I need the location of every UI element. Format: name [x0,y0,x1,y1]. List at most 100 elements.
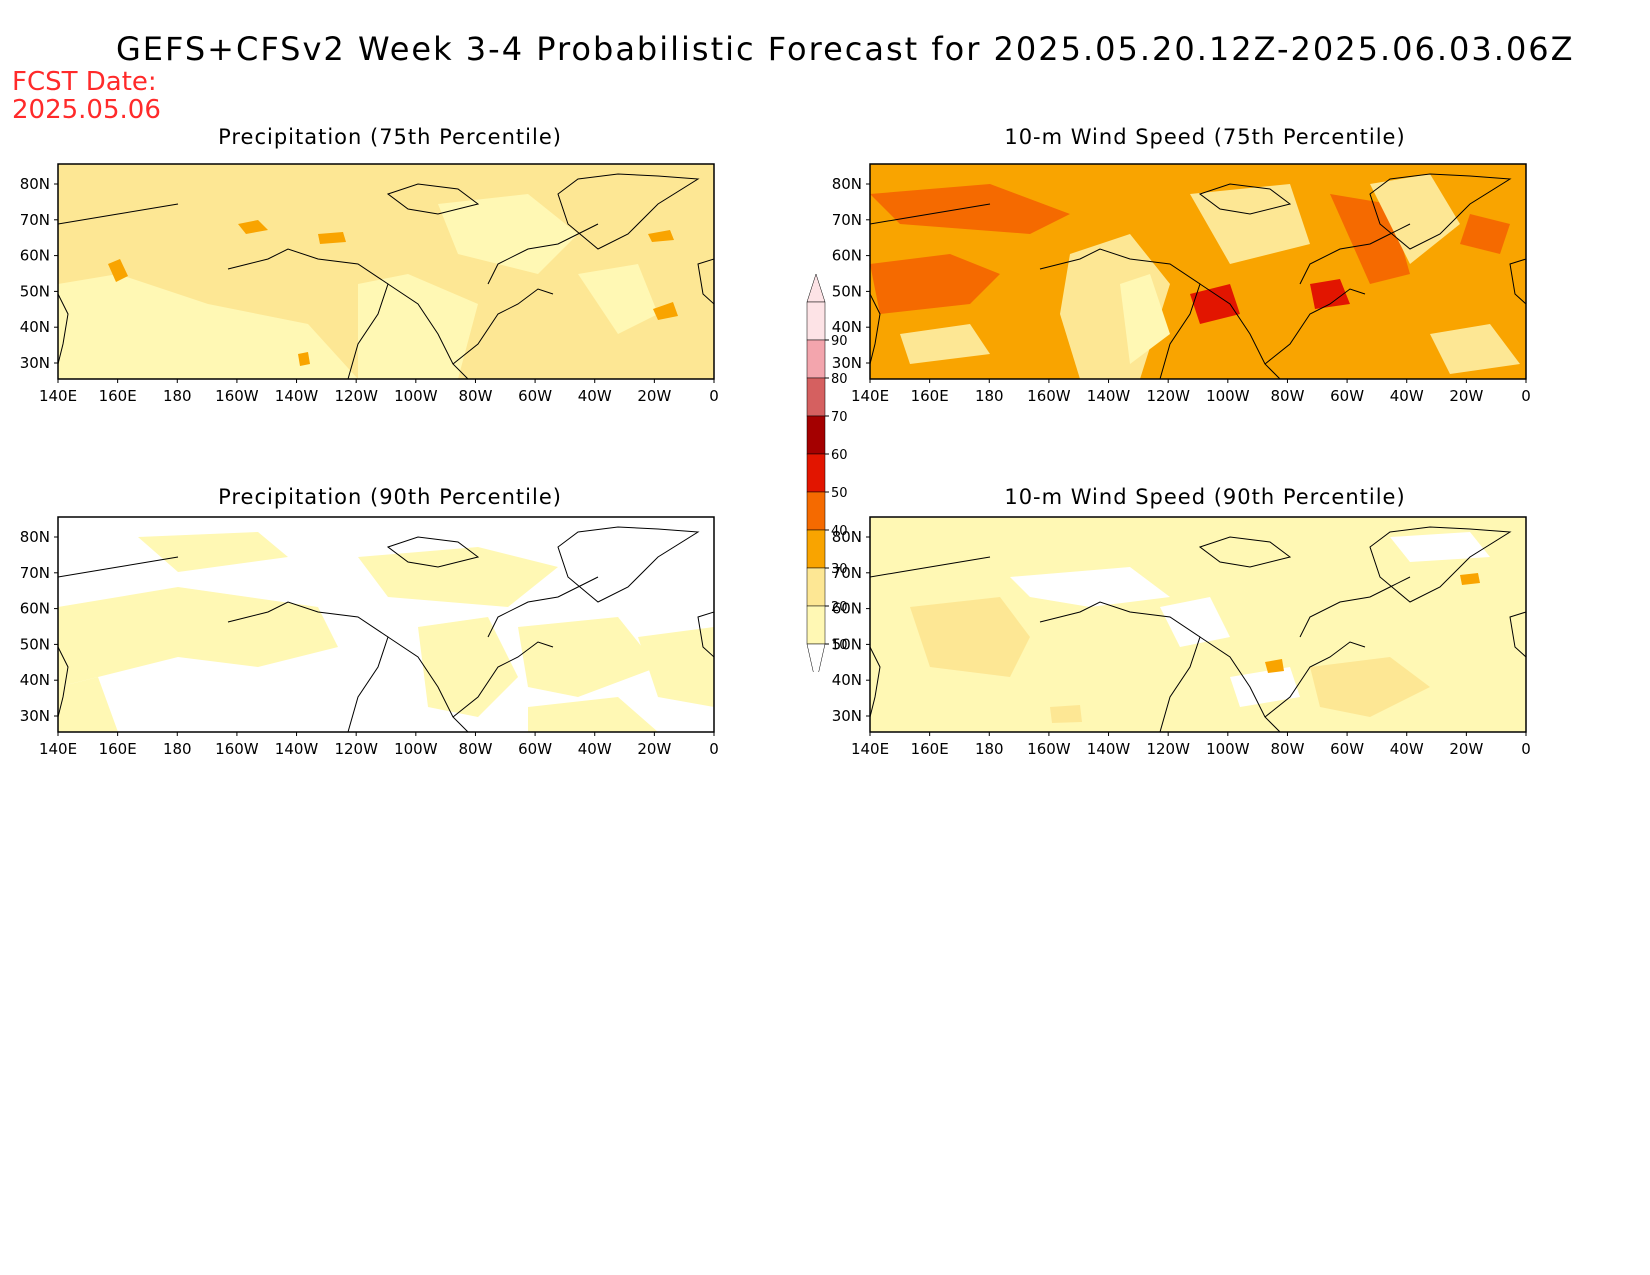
colorbar: 10 20 30 40 50 60 70 80 90 [806,273,848,672]
colorbar-label: 40 [831,524,848,539]
probability-contour [653,302,678,320]
coastline [1199,636,1281,732]
probability-contour [1310,279,1350,309]
lon-tick-label: 80W [1270,387,1304,405]
probability-contour [870,254,1000,314]
probability-contour [518,617,658,697]
lat-tick-label: 70N [20,564,50,582]
lon-tick-label: 0 [1521,740,1531,758]
probability-contour [648,230,674,242]
lat-tick-label: 50N [20,282,50,300]
lat-tick-label: 60N [832,247,862,265]
coastline [870,646,881,718]
lon-tick-label: 100W [394,740,438,758]
coastline [557,173,700,250]
probability-contour [1190,184,1310,264]
shaded-field [58,173,714,379]
lat-tick-label: 80N [20,528,50,546]
probability-contour [1120,274,1170,364]
coastline [1039,601,1201,732]
lon-tick-label: 20W [637,740,671,758]
lon-tick-label: 20W [1449,387,1483,405]
map-precip-75: 140E 160E 180 160W 140W 120W 100W 80W 60W 40W 20W 0… [20,163,719,405]
lat-tick-label: 30N [832,707,862,725]
map-frame [57,163,715,380]
probability-contour [238,220,268,234]
forecast-date-value: 2025.05.06 [12,95,161,125]
colorbar-swatch [806,453,826,493]
lon-tick-label: 100W [1206,387,1250,405]
lat-tick-label: 40N [20,318,50,336]
lon-tick-label: 180 [163,740,192,758]
lat-tick-label: 60N [20,600,50,618]
lon-tick-label: 0 [1521,387,1531,405]
colorbar-top-arrow [806,273,826,303]
coastline [386,183,480,215]
lon-tick-label: 80W [1270,740,1304,758]
lon-tick-label: 140E [851,740,889,758]
colorbar-bottom-arrow [806,643,826,672]
lon-tick-label: 40W [1390,740,1424,758]
coastline [58,556,179,578]
colorbar-swatch [806,339,826,379]
probability-contour [58,677,118,732]
lon-tick-label: 160W [215,740,259,758]
colorbar-label: 10 [831,638,848,653]
coastline [386,536,480,568]
lon-tick-label: 120W [1146,387,1190,405]
lon-tick-label: 160E [99,387,137,405]
colorbar-label: 20 [831,600,848,615]
probability-contour [1190,284,1240,324]
coastline [58,203,179,225]
lat-tick-label: 70N [20,211,50,229]
lat-tick-label: 80N [832,175,862,193]
shaded-field [58,526,714,732]
coastline [557,526,700,603]
lon-tick-label: 160E [911,740,949,758]
probability-contour [298,352,310,366]
coastline [487,223,599,285]
coastline [1299,576,1411,638]
lat-tick-label: 40N [20,671,50,689]
lon-tick-label: 80W [458,740,492,758]
panel-title-precip-90: Precipitation (90th Percentile) [218,485,562,509]
lon-tick-label: 180 [975,387,1004,405]
shaded-field [870,173,1526,379]
probability-contour [138,532,288,572]
map-frame [869,516,1527,733]
coastline [1199,283,1281,379]
coastline [870,293,881,365]
lat-tick-label: 70N [832,211,862,229]
probability-contour [1010,567,1170,607]
map-frame [57,516,715,733]
probability-contour [1050,705,1082,723]
probability-contour [1460,573,1480,585]
lon-tick-label: 60W [518,387,552,405]
lat-tick-label: 50N [20,635,50,653]
coastline [452,641,554,718]
lon-tick-label: 160W [1027,740,1071,758]
colorbar-swatch [806,567,826,607]
lon-tick-label: 140E [39,387,77,405]
lon-tick-label: 40W [578,387,612,405]
coastline [1264,641,1366,718]
lon-tick-label: 140W [1087,387,1131,405]
lon-tick-label: 100W [1206,740,1250,758]
probability-contour [358,274,478,379]
lat-tick-label: 60N [20,247,50,265]
colorbar-swatch [806,529,826,569]
probability-contour [1370,174,1460,264]
colorbar-label: 60 [831,448,848,463]
coastline [387,283,469,379]
lon-tick-label: 0 [709,387,719,405]
panel-title-wind-90: 10-m Wind Speed (90th Percentile) [1004,485,1406,509]
lon-tick-label: 180 [163,387,192,405]
coastline [1509,611,1526,658]
lat-tick-label: 50N [832,635,862,653]
coastline [697,611,714,658]
coastline [227,601,389,732]
colorbar-swatch [806,605,826,645]
map-frame [869,163,1527,380]
probability-contour [1310,657,1430,717]
panel-title-wind-75: 10-m Wind Speed (75th Percentile) [1004,125,1406,149]
